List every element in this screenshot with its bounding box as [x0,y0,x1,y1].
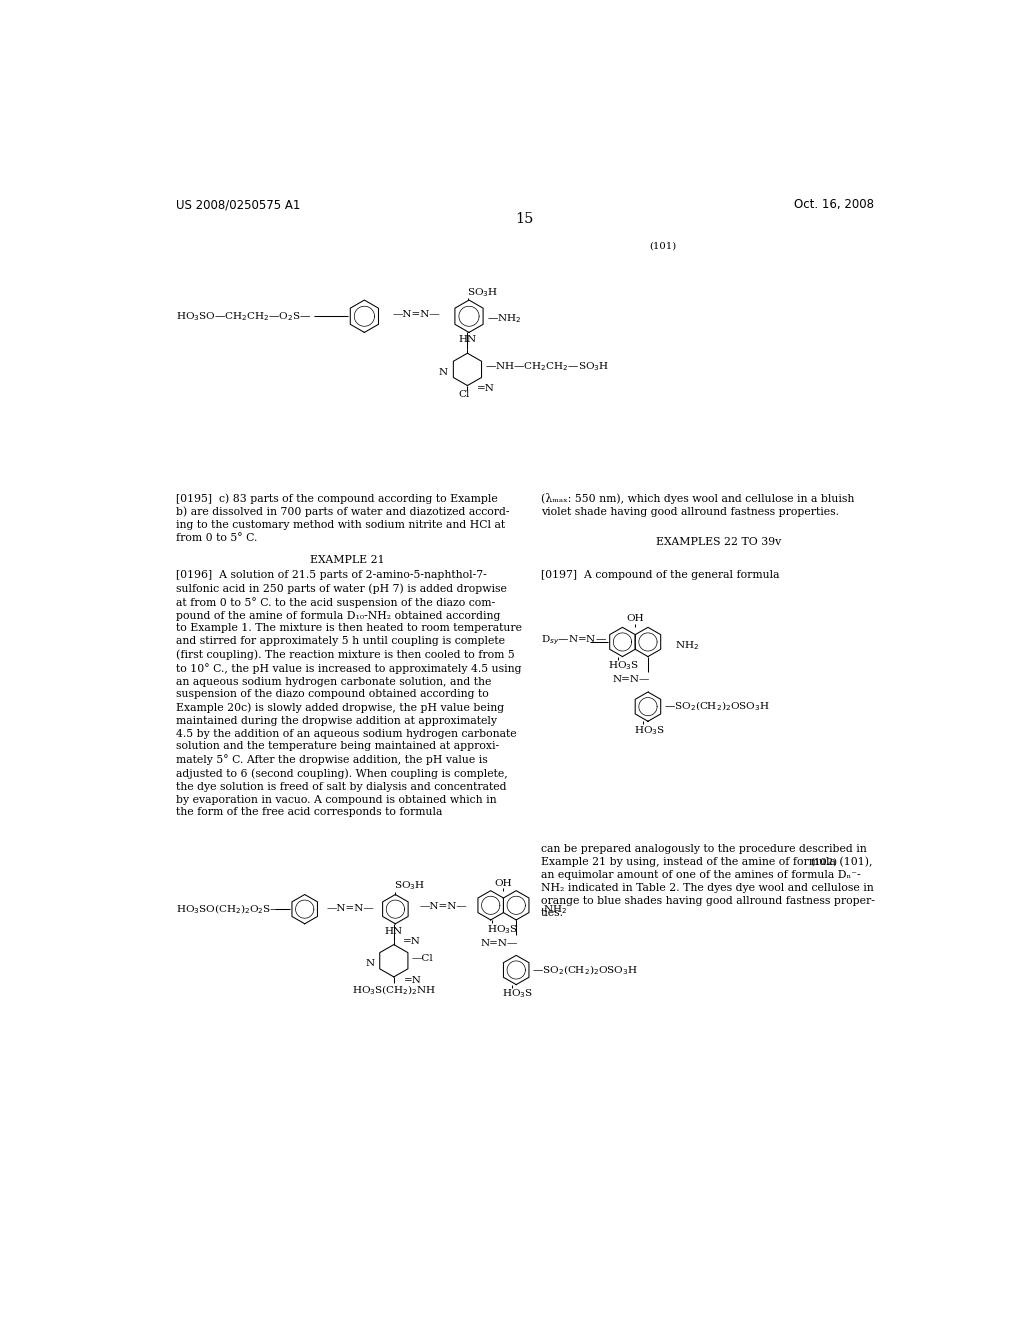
Text: HO$_3$S: HO$_3$S [634,725,665,737]
Text: HN: HN [385,927,402,936]
Text: D$_{sy}$—N=N—: D$_{sy}$—N=N— [541,634,607,647]
Text: —Cl: —Cl [412,954,433,962]
Text: =N: =N [403,975,422,985]
Text: —N=N—: —N=N— [327,904,374,913]
Text: NH$_2$: NH$_2$ [544,903,567,916]
Text: —N=N—: —N=N— [393,310,440,319]
Text: [0195]  c) 83 parts of the compound according to Example
b) are dissolved in 700: [0195] c) 83 parts of the compound accor… [176,494,510,543]
Text: N=N—: N=N— [480,939,518,948]
Text: HO$_3$SO—CH$_2$CH$_2$—O$_2$S—: HO$_3$SO—CH$_2$CH$_2$—O$_2$S— [176,310,311,322]
Text: EXAMPLES 22 TO 39v: EXAMPLES 22 TO 39v [656,537,781,548]
Text: HO$_3$S: HO$_3$S [486,923,518,936]
Text: OH: OH [495,879,512,887]
Text: HO$_3$SO(CH$_2$)$_2$O$_2$S—: HO$_3$SO(CH$_2$)$_2$O$_2$S— [176,903,282,916]
Text: [0197]  A compound of the general formula: [0197] A compound of the general formula [541,570,779,581]
Text: HO$_3$S: HO$_3$S [608,660,639,672]
Text: NH$_2$: NH$_2$ [675,639,699,652]
Text: N: N [439,368,449,378]
Text: HO$_3$S(CH$_2$)$_2$NH: HO$_3$S(CH$_2$)$_2$NH [351,983,436,998]
Text: SO$_3$H: SO$_3$H [467,285,499,298]
Text: SO$_3$H: SO$_3$H [394,879,425,892]
Text: —SO$_2$(CH$_2$)$_2$OSO$_3$H: —SO$_2$(CH$_2$)$_2$OSO$_3$H [532,964,638,977]
Text: —NH—CH$_2$CH$_2$—SO$_3$H: —NH—CH$_2$CH$_2$—SO$_3$H [485,360,609,374]
Text: —NH$_2$: —NH$_2$ [486,312,521,325]
Text: N=N—: N=N— [612,676,649,684]
Text: —SO$_2$(CH$_2$)$_2$OSO$_3$H: —SO$_2$(CH$_2$)$_2$OSO$_3$H [665,700,770,713]
Text: HN: HN [458,335,476,345]
Text: N: N [366,960,375,969]
Text: =N: =N [402,937,421,946]
Text: Oct. 16, 2008: Oct. 16, 2008 [794,198,873,211]
Text: (λₘₐₓ: 550 nm), which dyes wool and cellulose in a bluish
violet shade having go: (λₘₐₓ: 550 nm), which dyes wool and cell… [541,494,854,517]
Text: =N: =N [477,384,495,393]
Text: 15: 15 [516,213,534,226]
Text: HO$_3$S: HO$_3$S [502,987,534,1001]
Text: —N=N—: —N=N— [419,903,467,911]
Text: (102): (102) [810,858,838,866]
Text: Cl: Cl [458,391,469,399]
Text: OH: OH [627,615,644,623]
Text: US 2008/0250575 A1: US 2008/0250575 A1 [176,198,300,211]
Text: can be prepared analogously to the procedure described in
Example 21 by using, i: can be prepared analogously to the proce… [541,843,874,919]
Text: [0196]  A solution of 21.5 parts of 2-amino-5-naphthol-7-
sulfonic acid in 250 p: [0196] A solution of 21.5 parts of 2-ami… [176,570,522,817]
Text: (101): (101) [649,242,676,251]
Text: EXAMPLE 21: EXAMPLE 21 [310,554,385,565]
